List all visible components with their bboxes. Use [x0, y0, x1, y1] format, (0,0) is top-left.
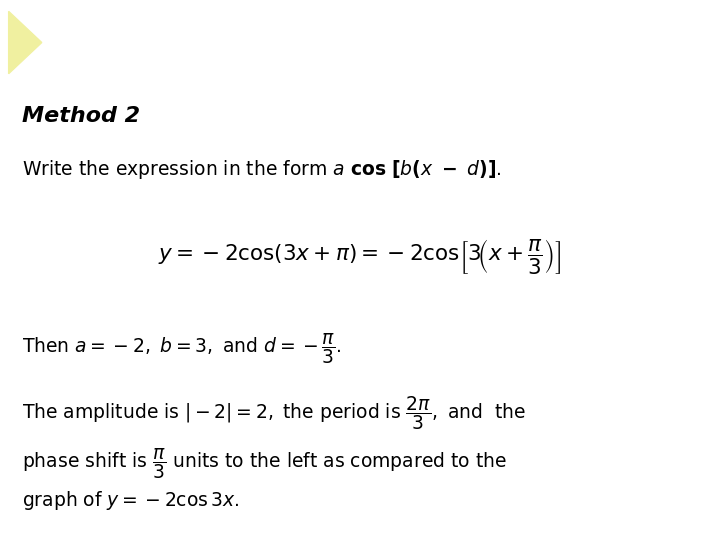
Text: Then $a = -2,\ b = 3,$ and $d = -\dfrac{\pi}{3}.$: Then $a = -2,\ b = 3,$ and $d = -\dfrac{… [22, 330, 341, 366]
Text: graph of $y = -2\cos 3x.$: graph of $y = -2\cos 3x.$ [22, 489, 239, 512]
Text: PEARSON: PEARSON [590, 506, 695, 525]
Polygon shape [9, 11, 42, 73]
Text: (continued): (continued) [230, 59, 348, 77]
Text: The amplitude is $|-2| = 2,$ the period is $\dfrac{2\pi}{3},$ and  the: The amplitude is $|-2| = 2,$ the period … [22, 394, 526, 432]
Text: 15: 15 [675, 507, 698, 525]
Text: Copyright © 2017, 2013, 2009 Pearson Education, Inc.: Copyright © 2017, 2013, 2009 Pearson Edu… [217, 511, 503, 521]
Text: Write the expression in the form $\mathbf{\mathit{a}}$ $\mathbf{cos}$ $\mathbf{[: Write the expression in the form $\mathb… [22, 158, 501, 181]
Text: ALWAYS LEARNING: ALWAYS LEARNING [14, 511, 117, 521]
Text: GRAPHING $\it{y}$ = $\it{a}$ cos [$\it{b}$($\it{x}$ \u2013 $\it{d}$)]: GRAPHING $\it{y}$ = $\it{a}$ cos [$\it{b… [230, 17, 588, 39]
Text: Method 2: Method 2 [22, 106, 140, 126]
Text: $y = -2\cos(3x + \pi) = -2\cos\!\left[3\!\left(x + \dfrac{\pi}{3}\right)\right]$: $y = -2\cos(3x + \pi) = -2\cos\!\left[3\… [158, 238, 562, 276]
Text: phase shift is $\dfrac{\pi}{3}$ units to the left as compared to the: phase shift is $\dfrac{\pi}{3}$ units to… [22, 446, 507, 481]
Text: Example 3: Example 3 [50, 31, 197, 55]
